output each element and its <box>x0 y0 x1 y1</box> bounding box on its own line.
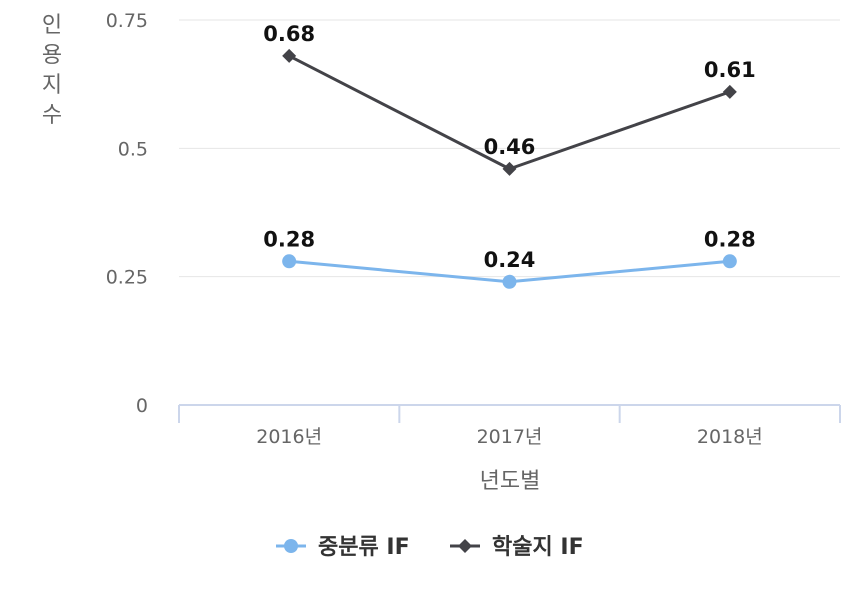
legend-marker-circle <box>284 539 298 553</box>
data-point-circle <box>722 254 737 269</box>
data-point-diamond <box>282 48 297 63</box>
legend-label: 학술지 IF <box>492 535 584 560</box>
data-label: 0.68 <box>263 22 315 46</box>
y-tick-label: 0 <box>136 395 148 417</box>
x-tick-label: 2017년 <box>477 426 543 448</box>
y-axis-title-char: 용 <box>42 43 62 68</box>
data-labels: 0.28 0.24 0.28 0.68 0.46 0.61 <box>263 22 755 272</box>
data-point-diamond <box>722 84 737 99</box>
legend-label: 중분류 IF <box>318 535 410 560</box>
y-axis-title-char: 지 <box>42 73 62 98</box>
data-point-circle <box>282 254 297 269</box>
data-label: 0.28 <box>704 227 756 251</box>
x-tick-label: 2016년 <box>256 426 322 448</box>
data-point-diamond <box>502 161 517 176</box>
legend-item[interactable]: 학술지 IF <box>450 535 584 560</box>
legend-marker-diamond <box>458 539 472 553</box>
data-label: 0.24 <box>484 248 536 272</box>
y-axis-title-char: 인 <box>42 13 62 38</box>
y-tick-label: 0.75 <box>106 10 148 32</box>
y-axis-title-char: 수 <box>42 103 62 128</box>
data-label: 0.46 <box>484 135 536 159</box>
y-tick-label: 0.25 <box>106 267 148 289</box>
y-tick-label: 0.5 <box>118 138 148 160</box>
x-axis: 2016년 2017년 2018년 <box>178 404 841 448</box>
data-label: 0.61 <box>704 58 756 82</box>
data-point-circle <box>502 274 517 289</box>
series <box>282 48 737 289</box>
x-axis-title: 년도별 <box>480 469 541 494</box>
data-label: 0.28 <box>263 227 315 251</box>
x-tick-label: 2018년 <box>697 426 763 448</box>
legend[interactable]: 중분류 IF 학술지 IF <box>276 535 584 560</box>
y-axis-ticks: 0 0.25 0.5 0.75 <box>106 10 148 417</box>
legend-item[interactable]: 중분류 IF <box>276 535 410 560</box>
